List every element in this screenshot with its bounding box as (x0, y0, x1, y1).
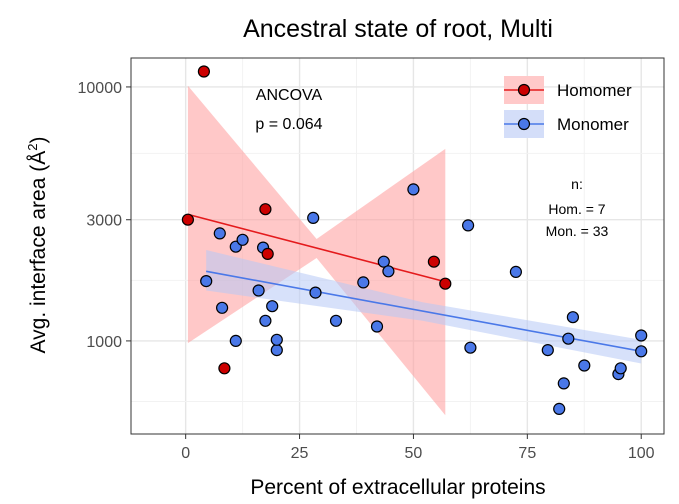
point-monomer (266, 300, 279, 313)
point-monomer (370, 320, 384, 333)
point-monomer (357, 276, 370, 289)
x-axis-label: Percent of extracellular proteins (250, 476, 545, 499)
confidence-band-homomer (187, 85, 446, 416)
point-monomer (252, 284, 265, 297)
point-monomer (462, 219, 475, 232)
point-monomer (614, 362, 627, 375)
point-monomer (270, 344, 283, 357)
ancova-p-value: p = 0.064 (255, 116, 322, 133)
count-monomer: Mon. = 33 (546, 223, 609, 239)
fit-line-homomer (187, 213, 446, 283)
point-monomer (635, 329, 648, 342)
ancova-title: ANCOVA (256, 87, 323, 104)
point-monomer (553, 402, 566, 415)
legend-label-homomer: Homomer (557, 81, 632, 100)
confidence-band-monomer (206, 250, 642, 364)
counts-label: n: (571, 176, 583, 192)
point-homomer (181, 213, 194, 226)
point-homomer (261, 247, 274, 260)
point-monomer (541, 344, 554, 357)
legend-label-monomer: Monomer (557, 115, 629, 134)
point-monomer (509, 265, 523, 278)
legend: Homomer Monomer (504, 76, 632, 138)
y-axis-label: Avg. interface area (Å2) (25, 137, 50, 354)
x-tick-label: 75 (518, 445, 536, 462)
point-monomer (329, 314, 343, 327)
legend-key-monomer-point (517, 117, 531, 131)
plot-border (130, 57, 665, 435)
point-monomer (635, 345, 648, 358)
point-monomer (566, 311, 580, 324)
y-axis-label-close: ) (27, 137, 50, 144)
x-tick-label: 25 (291, 445, 309, 462)
y-tick-label: 3000 (86, 213, 122, 230)
point-monomer (578, 359, 591, 372)
point-homomer (427, 255, 440, 268)
y-tick-label: 10000 (78, 80, 123, 97)
point-monomer (259, 314, 272, 327)
point-homomer (218, 362, 231, 375)
point-monomer (562, 332, 575, 345)
point-monomer (309, 286, 322, 299)
point-monomer (377, 255, 390, 268)
confidence-bands (187, 85, 642, 416)
x-tick-label: 0 (181, 445, 190, 462)
chart-title: Ancestral state of root, Multi (243, 15, 553, 43)
x-tick-label: 50 (405, 445, 423, 462)
point-monomer (464, 341, 477, 354)
point-monomer (216, 301, 229, 314)
point-monomer (557, 377, 570, 390)
point-monomer (236, 233, 249, 246)
axis-ticks: 0 25 50 75 100 1000 3000 10000 (78, 80, 655, 462)
y-axis-label-superscript: 2 (25, 144, 40, 151)
point-monomer (229, 334, 242, 347)
x-tick-label: 100 (628, 445, 655, 462)
point-monomer (407, 183, 420, 196)
point-monomer (213, 227, 226, 240)
point-monomer (200, 275, 213, 288)
y-tick-label: 1000 (86, 334, 122, 351)
y-axis-label-main: Avg. interface area (Å (27, 151, 50, 354)
data-points (181, 65, 648, 415)
point-monomer (382, 265, 395, 278)
legend-key-homomer-point (517, 83, 531, 97)
point-monomer (307, 211, 320, 224)
point-homomer (197, 65, 210, 78)
point-monomer (270, 333, 283, 346)
point-homomer (439, 277, 452, 290)
point-homomer (259, 203, 272, 216)
count-homomer: Hom. = 7 (548, 201, 605, 217)
